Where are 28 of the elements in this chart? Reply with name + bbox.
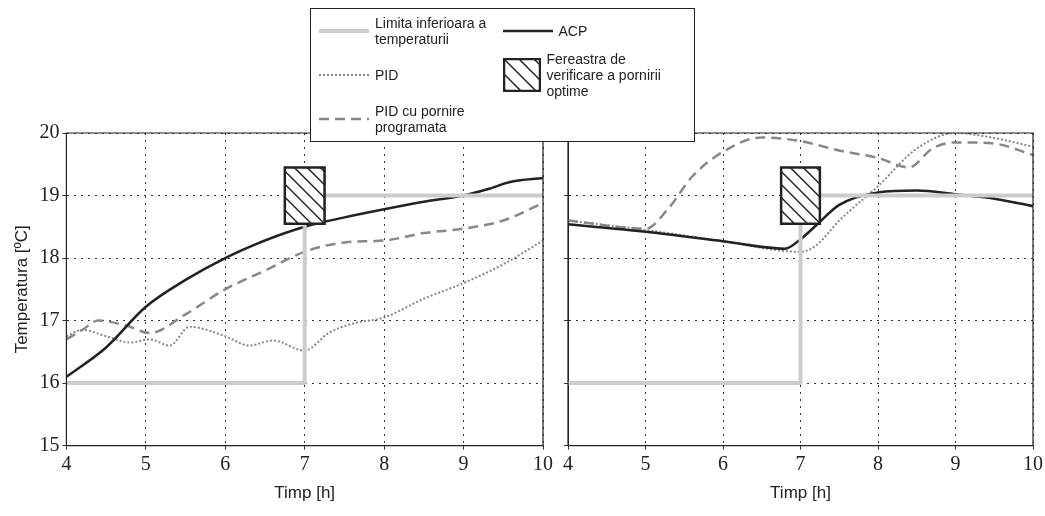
x-tick-label: 6 bbox=[220, 451, 231, 474]
x-tick-label: 6 bbox=[718, 451, 728, 474]
x-tick-label: 4 bbox=[563, 451, 573, 474]
legend-label: PID cu pornire programata bbox=[375, 103, 466, 135]
x-tick-label: 4 bbox=[61, 451, 72, 474]
y-tick-label: 19 bbox=[39, 182, 60, 205]
y-tick-label: 18 bbox=[39, 245, 60, 268]
x-tick-label: 5 bbox=[140, 451, 151, 474]
x-tick-label: 10 bbox=[1023, 451, 1043, 474]
legend-label: ACP bbox=[558, 23, 588, 39]
x-tick-label: 7 bbox=[299, 451, 310, 474]
x-tick-label: 8 bbox=[873, 451, 883, 474]
x-tick-label: 8 bbox=[379, 451, 390, 474]
x-tick-label: 9 bbox=[458, 451, 469, 474]
y-tick-label: 17 bbox=[39, 307, 60, 330]
legend-label: PID bbox=[375, 67, 399, 83]
x-tick-label: 10 bbox=[533, 451, 553, 474]
x-tick-label: 5 bbox=[640, 451, 651, 474]
x-tick-label: 7 bbox=[795, 451, 806, 474]
x-axis-title: Timp [h] bbox=[770, 483, 831, 503]
legend-label: Limita inferioara a temperaturii bbox=[375, 15, 488, 47]
y-tick-label: 20 bbox=[39, 120, 60, 143]
legend-label: Fereastra de verificare a pornirii optime bbox=[546, 51, 662, 99]
y-tick-label: 15 bbox=[39, 432, 60, 455]
x-tick-label: 9 bbox=[950, 451, 961, 474]
y-tick-label: 16 bbox=[39, 370, 60, 393]
x-axis-title: Timp [h] bbox=[274, 483, 336, 503]
y-axis-title: Temperatura [ºC] bbox=[11, 225, 31, 354]
